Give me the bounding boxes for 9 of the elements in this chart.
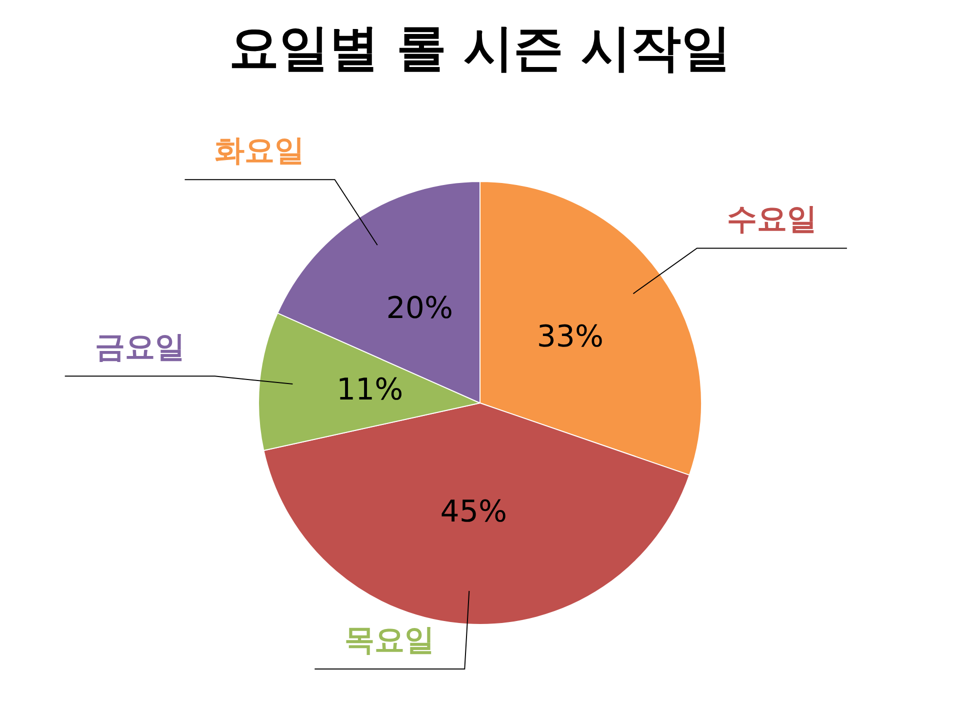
data-label: 33% [536,319,604,354]
slice-label: 화요일 [214,133,305,168]
slice-label: 목요일 [344,622,435,658]
data-label: 20% [386,290,453,326]
slice-label: 금요일 [94,330,185,365]
chart-title: 요일별 롤 시즌 시작일 [228,18,732,79]
data-label: 11% [336,372,404,408]
data-label: 45% [440,494,507,530]
slice-label: 수요일 [726,202,817,238]
